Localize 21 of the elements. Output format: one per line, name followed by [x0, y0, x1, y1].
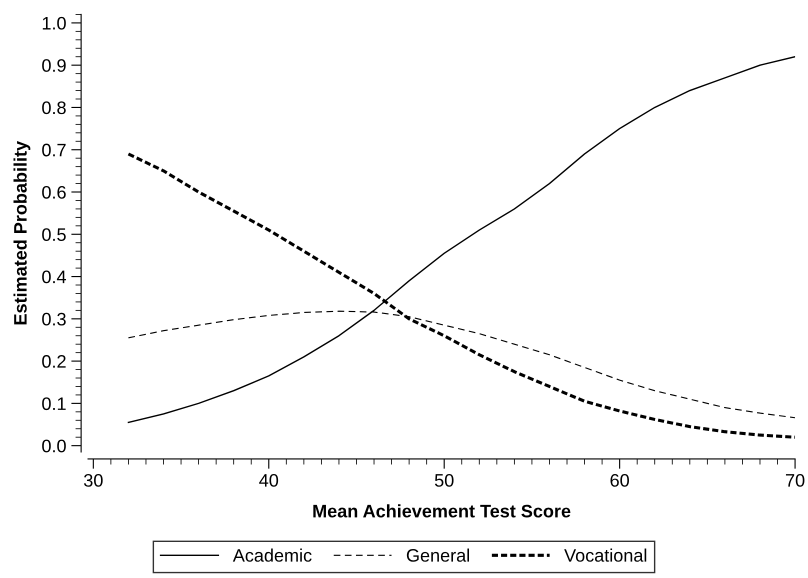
y-tick-label: 0.0 [42, 440, 66, 452]
x-tick-label: 40 [259, 474, 278, 487]
y-tick-label: 0.4 [42, 270, 66, 284]
y-tick-label: 0.3 [42, 312, 66, 326]
x-tick-label: 70 [786, 474, 804, 487]
y-tick-label: 0.1 [42, 397, 66, 410]
legend-label: Vocational [564, 548, 646, 562]
y-axis-title: Estimated Probability [14, 141, 30, 324]
x-tick-label: 50 [434, 474, 454, 487]
x-tick-label: 60 [610, 474, 629, 487]
y-tick-label: 1.0 [42, 16, 66, 30]
y-tick-label: 0.9 [42, 59, 66, 72]
y-tick-label: 0.5 [42, 228, 66, 241]
legend-label: General [406, 548, 469, 562]
y-tick-label: 0.7 [42, 144, 66, 156]
y-tick-label: 0.8 [42, 101, 66, 114]
x-tick-label: 30 [84, 474, 103, 487]
legend-label: Academic [232, 548, 312, 562]
x-axis-title: Mean Achievement Test Score [313, 504, 570, 518]
y-tick-label: 0.2 [42, 355, 66, 368]
y-tick-label: 0.6 [42, 186, 66, 199]
